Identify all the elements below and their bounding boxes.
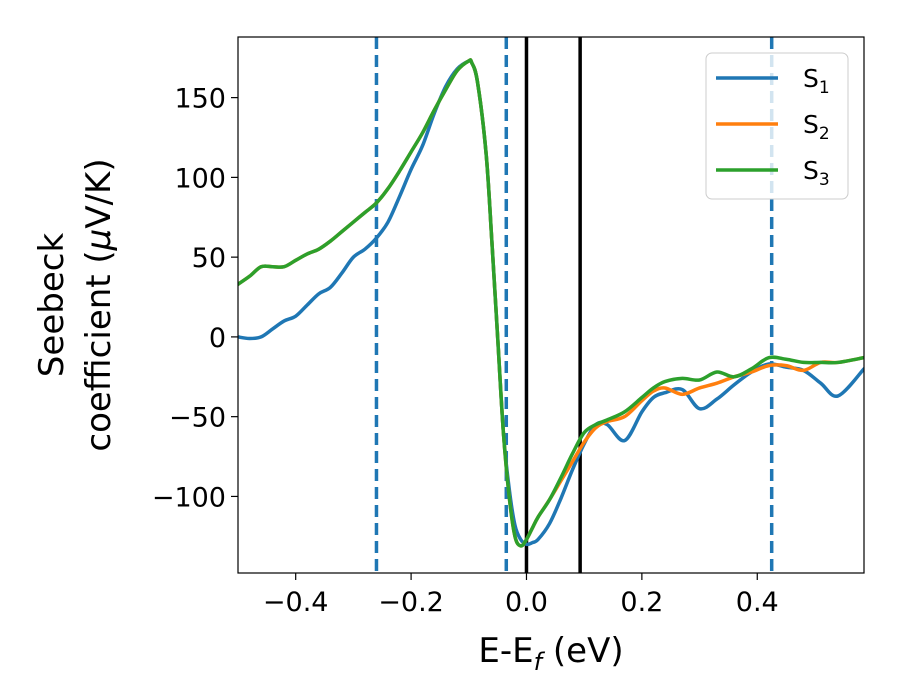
plot-frame: [237, 36, 865, 574]
x-tick-label: −0.4: [263, 587, 329, 618]
y-tick-label: 100: [174, 163, 226, 194]
x-tick-label: 0.2: [620, 587, 663, 618]
y-tick-label: 0: [209, 323, 226, 354]
x-tick-label: −0.2: [378, 587, 444, 618]
legend-box: [705, 52, 849, 200]
series-line-s3: [238, 58, 864, 548]
x-axis-label: E-Ef (eV): [478, 631, 623, 676]
y-tick-label: −50: [169, 403, 226, 434]
x-tick-label: 0.0: [505, 587, 548, 618]
axis-ticks: −0.4 −0.2 0.0 0.2 0.4 150 100 50 0 −50 −100: [152, 84, 779, 618]
y-axis-label-line1: Seebeck: [32, 233, 72, 378]
y-tick-label: −100: [152, 482, 226, 513]
plot-area: [238, 37, 864, 573]
legend-label-s2: S2: [803, 110, 830, 144]
y-axis-label-line2: coefficient (μV/K): [79, 158, 119, 451]
y-tick-label: 150: [174, 84, 226, 115]
legend-label-s3: S3: [803, 156, 830, 190]
legend-label-s1: S1: [803, 64, 830, 98]
x-tick-label: 0.4: [736, 587, 779, 618]
legend: S1 S2 S3: [705, 52, 849, 200]
y-axis-label: Seebeck coefficient (μV/K): [32, 158, 119, 451]
y-tick-label: 50: [192, 243, 226, 274]
